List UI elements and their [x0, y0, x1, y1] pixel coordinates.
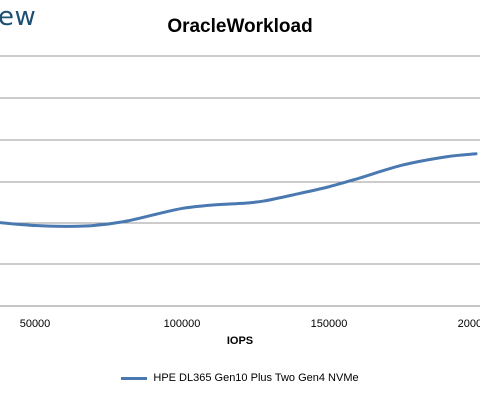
legend-swatch: [121, 376, 148, 380]
series-lines: [0, 152, 478, 228]
x-tick-label: 200000: [458, 318, 480, 330]
x-axis-label: IOPS: [226, 335, 254, 347]
x-tick-label: 150000: [311, 318, 348, 330]
x-tick-labels: 50000 100000 150000 200000: [20, 318, 480, 330]
gridlines: [0, 55, 480, 307]
x-tick-label: 100000: [164, 318, 201, 330]
legend-label: HPE DL365 Gen10 Plus Two Gen4 NVMe: [153, 372, 359, 384]
x-tick-label: 50000: [20, 318, 51, 330]
chart-title: OracleWorkload: [167, 16, 313, 37]
legend: HPE DL365 Gen10 Plus Two Gen4 NVMe: [0, 372, 480, 384]
logo-fragment: ew: [0, 2, 37, 32]
series-line-0: [0, 152, 478, 228]
